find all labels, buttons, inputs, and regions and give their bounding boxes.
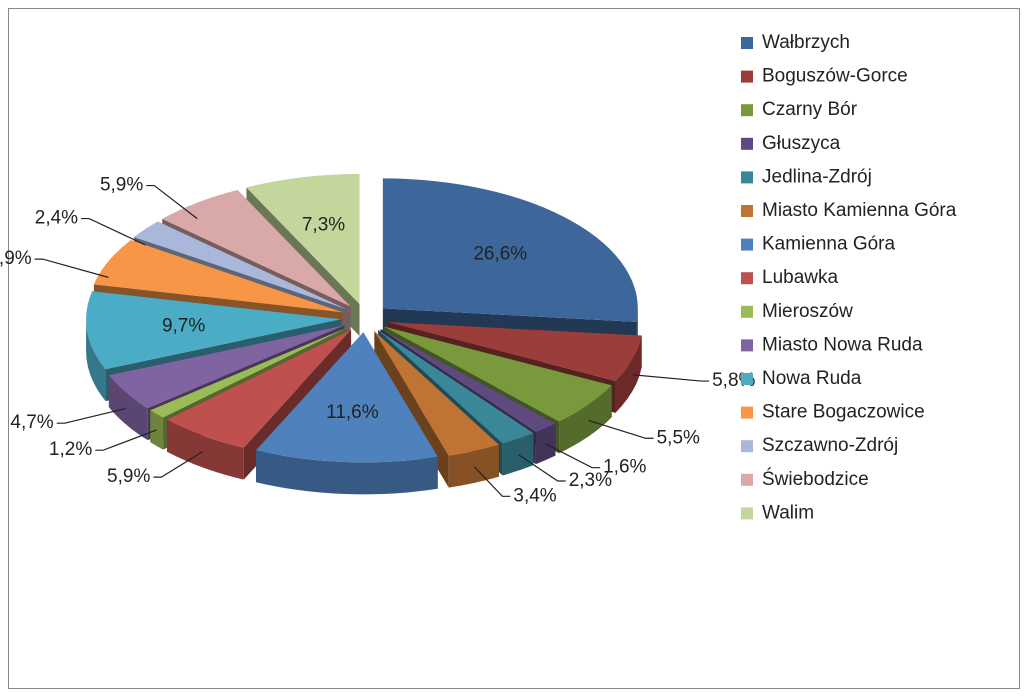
slice-wall [448, 444, 499, 488]
leader-line [588, 419, 654, 439]
leader-line [146, 184, 198, 220]
slice-top [374, 331, 499, 456]
legend-label: Czarny Bór [762, 99, 858, 120]
data-label: 26,6% [473, 243, 527, 264]
legend-label: Miasto Kamienna Góra [762, 200, 957, 221]
leader-line [545, 443, 601, 469]
data-label: 5,5% [657, 427, 700, 448]
legend-swatch [741, 104, 753, 117]
legend-swatch [741, 473, 753, 486]
data-label: 3,4% [513, 485, 556, 506]
slice-wall [86, 319, 106, 402]
legend-swatch [741, 406, 753, 419]
legend-label: Nowa Ruda [762, 368, 862, 389]
data-label: 2,3% [569, 470, 612, 491]
data-label: 11,6% [326, 402, 379, 423]
leader-line [34, 258, 109, 278]
slice-top [384, 326, 612, 422]
slice-top [378, 330, 534, 444]
legend-swatch [741, 205, 753, 217]
slice-top [150, 327, 348, 418]
slice-top [86, 291, 342, 370]
slice-top [380, 328, 556, 433]
data-label: 5,9% [0, 248, 32, 269]
data-label: 1,2% [49, 439, 92, 460]
data-label: 5,9% [107, 466, 150, 487]
slice-top [93, 240, 343, 313]
data-label: 7,3% [302, 215, 345, 236]
data-label: 2,4% [35, 208, 78, 229]
legend-swatch [741, 373, 753, 385]
slice-wall [502, 433, 534, 476]
slice-top [388, 322, 642, 381]
slice-top [162, 189, 351, 307]
slice-wall [615, 335, 642, 413]
legend-swatch [741, 238, 753, 251]
data-label: 4,7% [10, 412, 53, 433]
slice-wall [108, 375, 148, 441]
legend-label: Walim [762, 502, 814, 523]
slice-top [256, 332, 438, 463]
data-label: 1,6% [603, 457, 646, 478]
legend-label: Mieroszów [762, 301, 853, 322]
leader-line [56, 407, 127, 424]
slice-top [382, 178, 638, 322]
legend-swatch [741, 507, 753, 520]
legend-label: Wałbrzych [762, 32, 850, 53]
legend-swatch [741, 37, 753, 49]
pie-slice [256, 332, 438, 495]
legend-label: Jedlina-Zdrój [762, 166, 872, 187]
leader-line [518, 454, 566, 482]
legend-label: Szczawno-Zdrój [762, 435, 898, 456]
legend-label: Świebodzice [762, 468, 869, 490]
leader-line [153, 451, 204, 478]
legend-label: Kamienna Góra [762, 234, 896, 255]
legend-swatch [741, 272, 753, 285]
legend-swatch [741, 339, 753, 352]
legend-label: Lubawka [762, 267, 838, 288]
leader-line [473, 466, 511, 497]
slice-wall [535, 423, 556, 465]
legend-swatch [741, 70, 753, 83]
slice-top [134, 221, 347, 310]
data-label: 9,7% [162, 315, 205, 336]
legend-swatch [741, 137, 753, 150]
slice-top [246, 173, 360, 304]
leader-line [95, 429, 157, 451]
legend-label: Stare Bogaczowice [762, 402, 925, 423]
slice-top [108, 325, 345, 409]
slice-wall [150, 410, 164, 450]
legend-swatch [741, 440, 753, 453]
legend-label: Głuszyca [762, 133, 841, 154]
legend-label: Miasto Nowa Ruda [762, 334, 923, 355]
legend-swatch [741, 171, 753, 184]
legend-label: Boguszów-Gorce [762, 66, 908, 87]
slice-wall [559, 385, 612, 454]
slice-wall [167, 419, 244, 480]
legend-swatch [741, 305, 753, 318]
leader-line [632, 374, 710, 382]
data-label: 5,9% [100, 175, 143, 196]
slice-wall [256, 450, 438, 495]
leader-line [81, 217, 146, 246]
slice-top [167, 329, 352, 448]
